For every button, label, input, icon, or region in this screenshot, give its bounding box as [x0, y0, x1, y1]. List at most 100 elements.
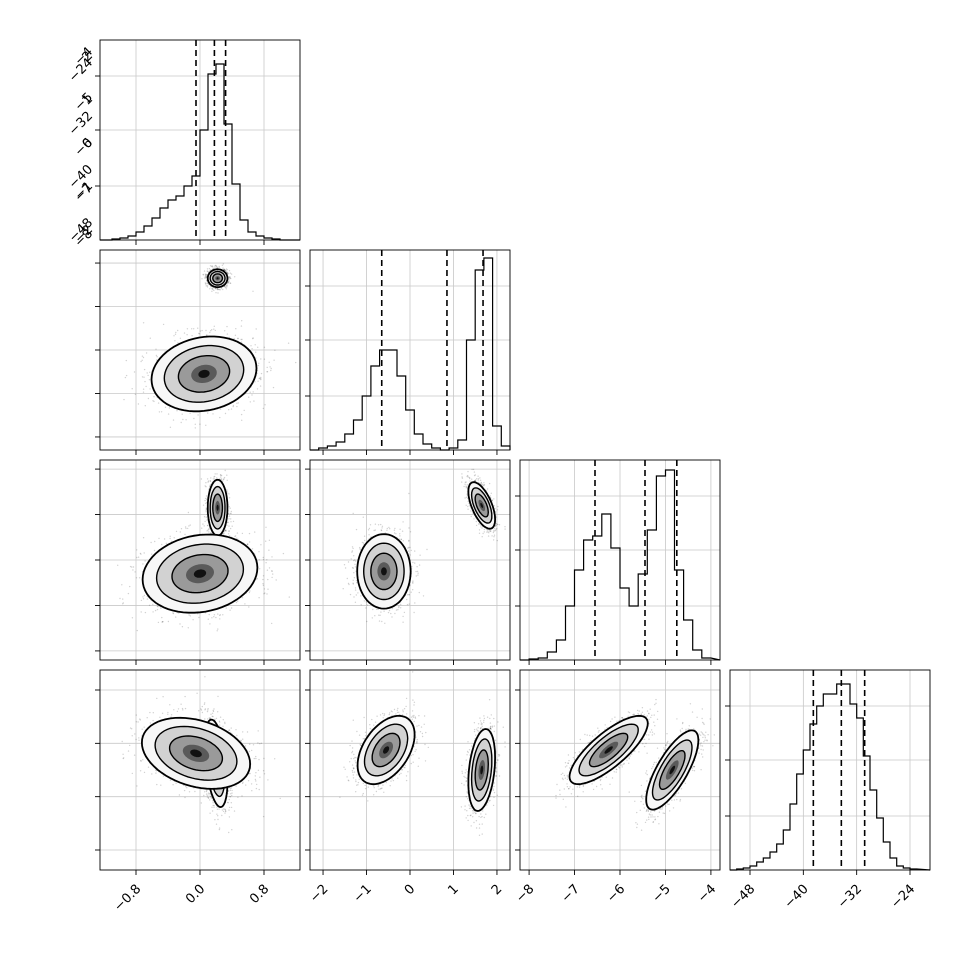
- sample-point: [205, 329, 207, 332]
- sample-point: [219, 416, 221, 419]
- sample-point: [232, 404, 235, 407]
- sample-point: [244, 603, 246, 605]
- sample-point: [165, 542, 167, 544]
- sample-point: [228, 515, 231, 517]
- sample-point: [209, 480, 211, 482]
- sample-point: [241, 419, 243, 421]
- sample-point: [222, 267, 224, 269]
- sample-point: [146, 372, 148, 374]
- sample-point: [226, 285, 228, 287]
- sample-point: [226, 272, 229, 274]
- sample-point: [205, 276, 207, 279]
- sample-point: [205, 501, 208, 504]
- sample-point: [206, 286, 209, 288]
- sample-point: [154, 609, 157, 612]
- sample-point: [226, 271, 228, 273]
- sample-point: [263, 346, 266, 348]
- sample-point: [226, 269, 228, 271]
- sample-point: [237, 337, 239, 340]
- sample-point: [208, 528, 210, 530]
- sample-point: [187, 527, 189, 530]
- sample-point: [272, 386, 275, 389]
- sample-point: [252, 337, 254, 339]
- sample-point: [222, 478, 225, 481]
- sample-point: [209, 485, 211, 487]
- sample-point: [180, 528, 183, 530]
- sample-point: [223, 532, 225, 534]
- sample-point: [179, 623, 181, 625]
- sample-point: [202, 273, 204, 276]
- sample-point: [209, 265, 212, 267]
- sample-point: [212, 413, 214, 415]
- sample-point: [241, 320, 243, 322]
- sample-point: [249, 391, 251, 393]
- sample-point: [132, 566, 135, 568]
- sample-point: [189, 524, 191, 526]
- panels-layer: [95, 39, 931, 875]
- sample-point: [219, 458, 220, 459]
- sample-point: [141, 359, 143, 361]
- sample-point: [191, 335, 193, 337]
- sample-point: [220, 478, 222, 481]
- sample-point: [273, 359, 275, 361]
- sample-point: [216, 288, 218, 290]
- sample-point: [206, 268, 209, 270]
- sample-point: [201, 527, 203, 529]
- sample-point: [243, 409, 245, 412]
- sample-point: [205, 508, 208, 510]
- sample-point: [228, 535, 231, 537]
- sample-point: [142, 537, 145, 539]
- sample-point: [206, 498, 208, 500]
- sample-point: [236, 337, 239, 340]
- sample-point: [257, 380, 259, 382]
- sample-point: [123, 398, 125, 401]
- sample-point: [270, 367, 272, 370]
- sample-point: [229, 276, 231, 278]
- sample-point: [142, 388, 145, 390]
- sample-point: [210, 477, 212, 479]
- sample-point: [209, 532, 212, 534]
- sample-point: [211, 287, 214, 290]
- sample-point: [204, 274, 207, 277]
- sample-point: [167, 413, 170, 415]
- sample-point: [227, 282, 229, 284]
- sample-point: [125, 374, 128, 377]
- histogram-panel: [305, 249, 511, 455]
- sample-point: [226, 489, 228, 491]
- sample-point: [258, 362, 260, 364]
- sample-point: [227, 272, 230, 274]
- sample-point: [154, 540, 156, 543]
- sample-point: [119, 597, 121, 600]
- sample-point: [228, 530, 230, 533]
- sample-point: [176, 410, 178, 412]
- density-panel: [95, 458, 301, 665]
- sample-point: [204, 273, 206, 275]
- sample-point: [198, 616, 200, 619]
- sample-point: [148, 379, 151, 381]
- sample-point: [241, 338, 243, 341]
- sample-point: [230, 510, 232, 513]
- sample-point: [213, 289, 215, 292]
- sample-point: [250, 345, 252, 347]
- histogram-step-line: [310, 257, 511, 451]
- sample-point: [214, 473, 216, 475]
- sample-point: [194, 427, 196, 429]
- sample-point: [153, 396, 155, 398]
- sample-point: [173, 335, 175, 337]
- sample-point: [156, 359, 158, 361]
- sample-point: [248, 591, 251, 594]
- sample-point: [217, 628, 219, 630]
- sample-point: [146, 598, 149, 600]
- sample-point: [117, 564, 119, 566]
- sample-point: [205, 486, 207, 488]
- sample-point: [131, 566, 133, 568]
- sample-point: [213, 476, 215, 478]
- sample-point: [228, 506, 230, 508]
- sample-point: [266, 569, 269, 571]
- sample-point: [208, 528, 210, 530]
- sample-point: [214, 288, 217, 290]
- sample-point: [230, 277, 232, 280]
- sample-point: [125, 359, 128, 362]
- sample-point: [162, 323, 165, 326]
- sample-point: [228, 270, 231, 272]
